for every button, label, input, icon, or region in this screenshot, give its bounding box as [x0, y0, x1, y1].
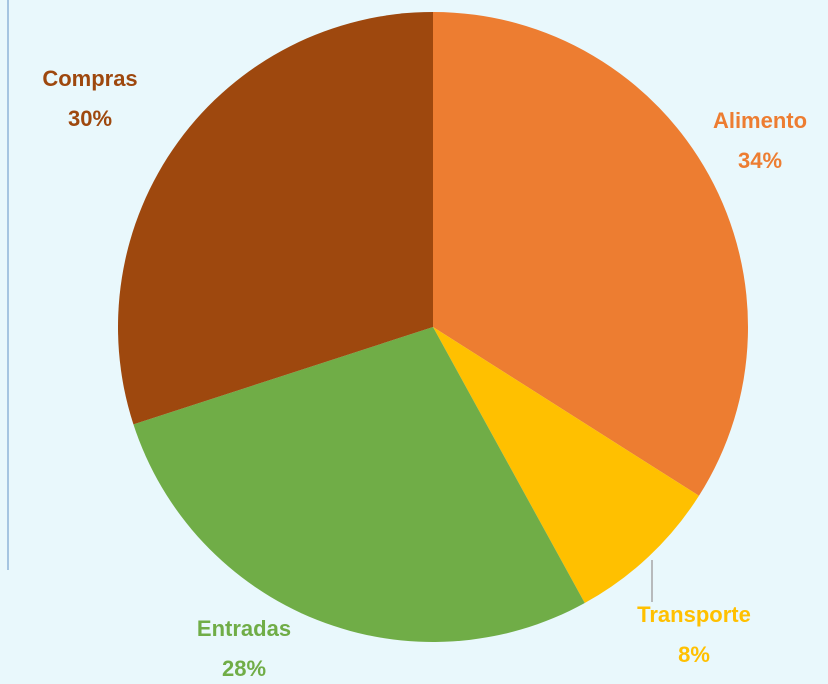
- slice-value-label: 28%: [222, 656, 266, 681]
- slice-value-label: 30%: [68, 106, 112, 131]
- slice-value-label: 34%: [738, 148, 782, 173]
- slice-value-label: 8%: [678, 642, 710, 667]
- pie-slice: [433, 12, 748, 496]
- slice-label: Alimento: [713, 108, 807, 133]
- slice-label: Compras: [42, 66, 137, 91]
- pie-slice: [133, 327, 585, 643]
- slice-label: Entradas: [197, 616, 291, 641]
- pie-slice: [117, 12, 433, 425]
- slice-label: Transporte: [637, 602, 751, 627]
- pie-slice: [433, 327, 699, 604]
